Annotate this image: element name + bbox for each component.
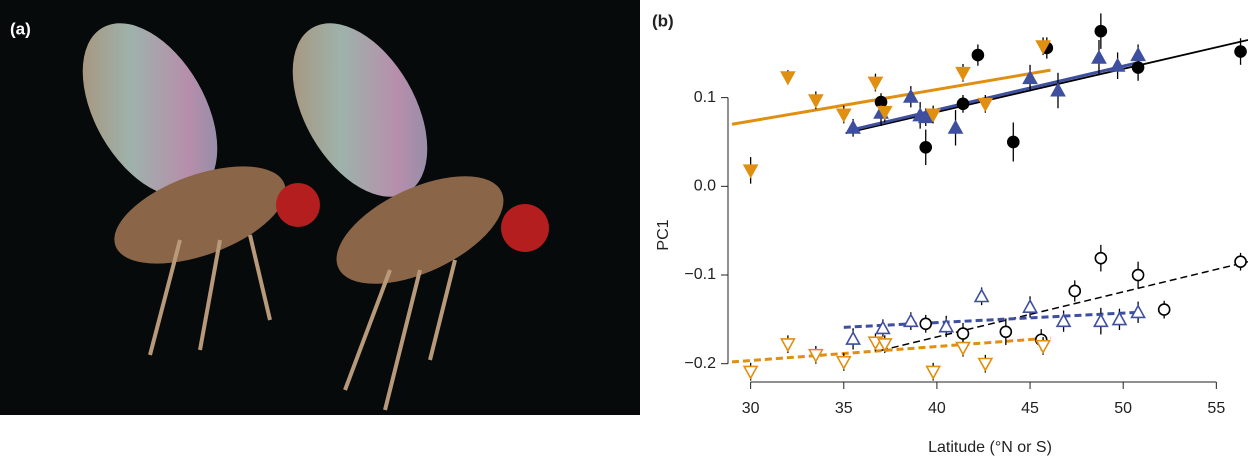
point [1159, 304, 1170, 315]
point [837, 109, 850, 121]
x-tick-label: 40 [928, 400, 946, 417]
x-tick-label: 50 [1114, 400, 1132, 417]
point [781, 339, 794, 351]
point [1133, 270, 1144, 281]
x-tick-label: 30 [742, 400, 760, 417]
y-tick-label: −0.2 [684, 355, 716, 372]
point [744, 366, 757, 378]
point [957, 98, 968, 109]
point [920, 318, 931, 329]
fit-line [732, 338, 1051, 362]
point [957, 328, 968, 339]
point [927, 366, 940, 378]
panel-label: (b) [652, 11, 674, 30]
photo: (a) [0, 0, 640, 415]
point [1235, 256, 1246, 267]
point [940, 320, 953, 332]
y-tick-label: 0.1 [694, 89, 716, 106]
point [1095, 26, 1106, 37]
point [876, 322, 889, 334]
x-tick-label: 35 [835, 400, 853, 417]
point [979, 99, 992, 111]
point [744, 165, 757, 177]
y-tick-label: −0.1 [684, 266, 716, 283]
point [949, 121, 962, 133]
point [1024, 300, 1037, 312]
fit-line [881, 262, 1248, 351]
point [1095, 253, 1106, 264]
point [1235, 46, 1246, 57]
point [1092, 51, 1105, 63]
point [1094, 315, 1107, 327]
point [1008, 136, 1019, 147]
point [847, 332, 860, 344]
point [837, 357, 850, 369]
panel-label: (a) [10, 19, 31, 38]
point [1113, 313, 1126, 325]
point [781, 72, 794, 84]
x-tick-label: 55 [1207, 400, 1225, 417]
x-tick-label: 45 [1021, 400, 1039, 417]
x-axis-title: Latitude (°N or S) [928, 439, 1052, 456]
point [920, 142, 931, 153]
point [979, 358, 992, 370]
point [1069, 285, 1080, 296]
figure: (a) (b) Latitude (°N or S) PC1 −0.2 −0.1 0… [0, 0, 1248, 459]
point [956, 343, 969, 355]
point [869, 77, 882, 89]
point [972, 50, 983, 61]
point [1000, 326, 1011, 337]
y-axis-title: PC1 [655, 219, 672, 250]
point [904, 315, 917, 327]
point [975, 290, 988, 302]
point [956, 68, 969, 80]
point [1132, 49, 1145, 61]
point [1037, 341, 1050, 353]
y-tick-label: 0.0 [694, 178, 716, 195]
point [809, 95, 822, 107]
